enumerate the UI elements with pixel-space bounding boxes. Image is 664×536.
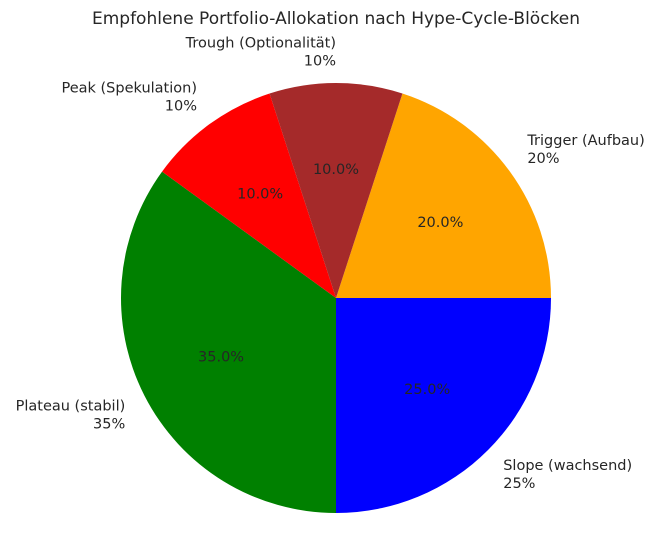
slice-inner-percent: 10.0% bbox=[313, 162, 359, 178]
slice-slope bbox=[336, 298, 551, 513]
slice-percent-label: 35% bbox=[93, 416, 125, 432]
slice-inner-percent: 20.0% bbox=[417, 215, 463, 231]
slice-percent-label: 10% bbox=[304, 54, 336, 70]
slice-percent-label: 20% bbox=[527, 151, 559, 167]
slice-percent-label: 10% bbox=[165, 99, 197, 115]
chart-title: Empfohlene Portfolio-Allokation nach Hyp… bbox=[92, 9, 580, 29]
slice-inner-percent: 25.0% bbox=[404, 382, 450, 398]
slice-trigger bbox=[336, 93, 551, 298]
slice-percent-label: 25% bbox=[503, 476, 535, 492]
slice-name-label: Trigger (Aufbau) bbox=[526, 133, 644, 149]
slice-inner-percent: 10.0% bbox=[237, 187, 283, 203]
slice-peak bbox=[162, 93, 336, 298]
slice-inner-percent: 35.0% bbox=[198, 350, 244, 366]
slice-plateau bbox=[121, 171, 336, 514]
pie-slices bbox=[121, 83, 551, 514]
slice-name-label: Slope (wachsend) bbox=[503, 458, 632, 474]
pie-labels: 20.0% Trigger (Aufbau) 20% 25.0% Slope (wach… bbox=[16, 36, 645, 493]
slice-trough bbox=[269, 83, 403, 299]
slice-name-label: Trough (Optionalität) bbox=[185, 36, 336, 52]
slice-name-label: Plateau (stabil) bbox=[16, 398, 126, 414]
slice-name-label: Peak (Spekulation) bbox=[61, 81, 197, 97]
